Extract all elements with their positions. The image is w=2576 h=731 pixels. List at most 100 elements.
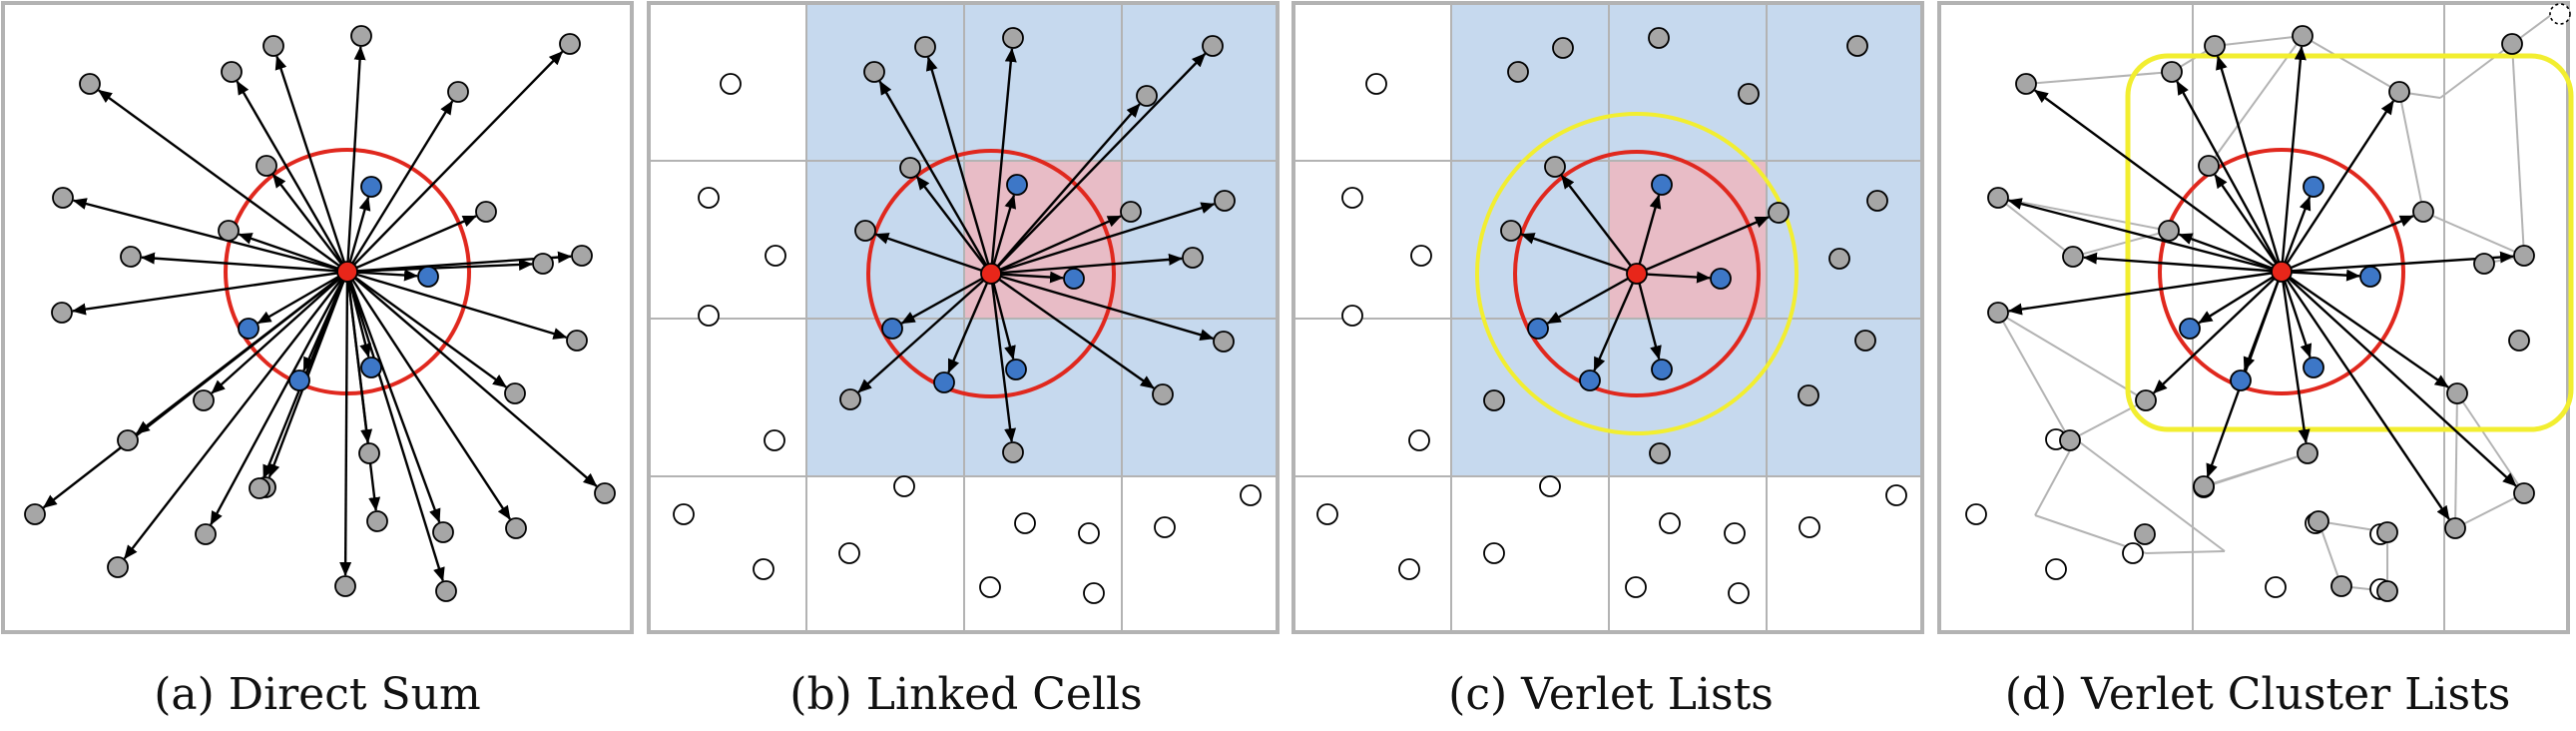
cluster-link xyxy=(1997,312,2147,401)
caption-verlet-lists: (c) Verlet Lists xyxy=(1448,669,1774,720)
particle-center xyxy=(336,261,358,283)
particle-outside xyxy=(1002,27,1024,49)
interaction-arrow xyxy=(900,272,992,325)
interaction-arrow xyxy=(1593,273,1639,371)
particle-outside xyxy=(839,388,861,410)
center-cell xyxy=(964,161,1122,319)
cluster-link xyxy=(2318,520,2342,587)
particle-far xyxy=(1240,484,1262,506)
particle-far xyxy=(698,187,720,209)
interaction-arrow xyxy=(915,175,992,275)
interaction-arrow xyxy=(1636,271,1712,284)
particle-outside xyxy=(249,477,270,499)
particle-outside xyxy=(2161,61,2183,83)
particle-center xyxy=(2271,261,2293,283)
particle-outside xyxy=(51,302,73,324)
particle-inside xyxy=(881,318,903,340)
particle-outside xyxy=(52,187,74,209)
interaction-arrow xyxy=(211,271,348,394)
particle-far xyxy=(1483,542,1505,564)
caption-direct-sum: (a) Direct Sum xyxy=(154,669,481,720)
particle-outside xyxy=(1182,247,1204,269)
particle-outside xyxy=(1136,85,1158,107)
particle-outside xyxy=(117,429,139,451)
interaction-arrow xyxy=(346,258,534,274)
interaction-arrow xyxy=(2280,196,2312,273)
cluster-link xyxy=(2398,91,2424,213)
particle-far xyxy=(1341,305,1363,327)
particle-outside xyxy=(1649,442,1671,464)
particle-inside xyxy=(1005,359,1027,380)
particle-far xyxy=(1410,245,1432,267)
particle-far xyxy=(1078,522,1100,544)
interaction-arrow xyxy=(2243,271,2284,371)
interaction-arrow xyxy=(2280,100,2394,273)
interaction-arrow xyxy=(2198,270,2283,325)
panel-linked-cells xyxy=(647,1,1280,634)
particle-outside xyxy=(2376,580,2398,602)
particle-outside xyxy=(1828,248,1850,270)
cluster-link xyxy=(2214,35,2304,47)
particle-far xyxy=(1799,516,1820,538)
particle-outside xyxy=(1987,302,2009,324)
interaction-arrow xyxy=(990,215,1122,276)
cluster-link xyxy=(2034,438,2077,516)
particle-outside xyxy=(2376,521,2398,543)
particle-outside xyxy=(1648,27,1670,49)
interaction-arrow xyxy=(990,272,1215,342)
interaction-arrow xyxy=(990,253,1184,276)
particle-inside xyxy=(1651,174,1673,196)
particle-inside xyxy=(1063,268,1085,290)
particle-far xyxy=(1316,503,1338,525)
panel-frame xyxy=(647,1,1280,634)
interaction-arrow xyxy=(990,202,1216,276)
particle-outside xyxy=(1213,331,1235,353)
particle-inside xyxy=(1527,318,1549,340)
cutoff-circle xyxy=(2158,148,2405,395)
particle-far xyxy=(1014,512,1036,534)
particle-far xyxy=(1885,484,1907,506)
particle-outside xyxy=(195,523,217,545)
interaction-arrow xyxy=(339,271,352,577)
particle-outside xyxy=(1738,83,1760,105)
particle-outside xyxy=(1500,220,1522,242)
panel-frame xyxy=(1937,1,2570,634)
particle-inside xyxy=(1579,369,1601,391)
particle-outside xyxy=(447,81,469,103)
particle-far xyxy=(893,475,915,497)
particle-inside xyxy=(2179,318,2201,340)
caption-linked-cells: (b) Linked Cells xyxy=(789,669,1143,720)
cluster-link xyxy=(2422,211,2525,257)
interaction-arrow xyxy=(990,273,1155,389)
interaction-arrow xyxy=(989,47,1017,275)
interaction-arrow xyxy=(2176,80,2284,273)
panel-verlet-cluster-lists xyxy=(1937,1,2574,634)
particle-outside xyxy=(2388,81,2410,103)
interaction-arrow xyxy=(345,271,381,512)
particle-far xyxy=(1625,576,1647,598)
particle-center xyxy=(980,263,1002,285)
particle-outside xyxy=(559,33,581,55)
skin-circle xyxy=(1475,112,1799,435)
interaction-arrow xyxy=(2281,271,2517,487)
interaction-arrow xyxy=(345,271,441,523)
cluster-link xyxy=(2069,399,2147,441)
interaction-arrow xyxy=(346,269,419,282)
interaction-arrow xyxy=(238,233,348,274)
particle-far xyxy=(1083,582,1105,604)
particle-far xyxy=(1659,512,1681,534)
caption-verlet-cluster-lists: (d) Verlet Cluster Lists xyxy=(2004,669,2511,720)
particle-far xyxy=(753,558,774,580)
interaction-arrow xyxy=(346,51,564,273)
interaction-arrow xyxy=(857,273,992,393)
interaction-arrow xyxy=(346,215,477,274)
particle-inside xyxy=(2303,176,2324,198)
particle-inside xyxy=(933,371,955,393)
interaction-arrow xyxy=(2281,271,2449,388)
particle-outside xyxy=(2501,33,2523,55)
particle-outside xyxy=(914,36,936,58)
particle-far xyxy=(698,305,720,327)
interaction-arrow xyxy=(1520,233,1638,276)
particle-far xyxy=(1154,516,1176,538)
